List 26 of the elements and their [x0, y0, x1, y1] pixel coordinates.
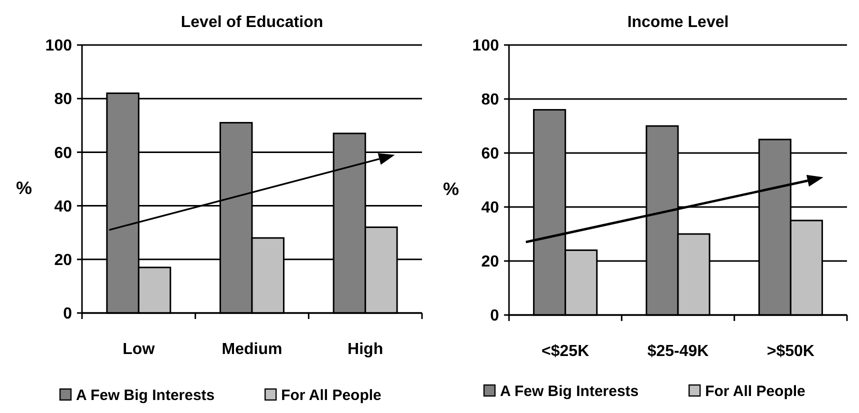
chart-title: Income Level — [627, 14, 729, 31]
x-tick-label: High — [348, 341, 384, 358]
y-tick-label: 100 — [472, 38, 500, 55]
y-tick-label: 60 — [481, 146, 500, 163]
y-axis-title: % — [16, 178, 32, 198]
legend-label: For All People — [705, 383, 806, 400]
x-tick-label: <$25K — [542, 343, 590, 360]
y-tick-label: 40 — [54, 198, 72, 216]
y-tick-label: 0 — [490, 308, 500, 325]
y-tick-label: 80 — [54, 91, 72, 108]
legend-label: For All People — [281, 387, 382, 404]
y-tick-label: 100 — [45, 38, 72, 55]
legend-label: A Few Big Interests — [500, 383, 639, 400]
y-tick-label: 20 — [54, 252, 72, 269]
x-tick-label: $25-49K — [647, 343, 710, 360]
y-tick-label: 60 — [54, 144, 72, 162]
x-tick-label: Low — [122, 341, 156, 358]
y-tick-label: 20 — [481, 254, 500, 271]
y-tick-label: 0 — [63, 306, 72, 323]
y-tick-label: 40 — [481, 200, 500, 217]
y-axis-title: % — [442, 179, 460, 199]
x-tick-label: Medium — [222, 341, 282, 358]
chart-title: Level of Education — [180, 14, 324, 31]
x-tick-label: >$50K — [766, 343, 815, 360]
legend-label: A Few Big Interests — [76, 387, 215, 404]
y-tick-label: 80 — [481, 92, 500, 109]
